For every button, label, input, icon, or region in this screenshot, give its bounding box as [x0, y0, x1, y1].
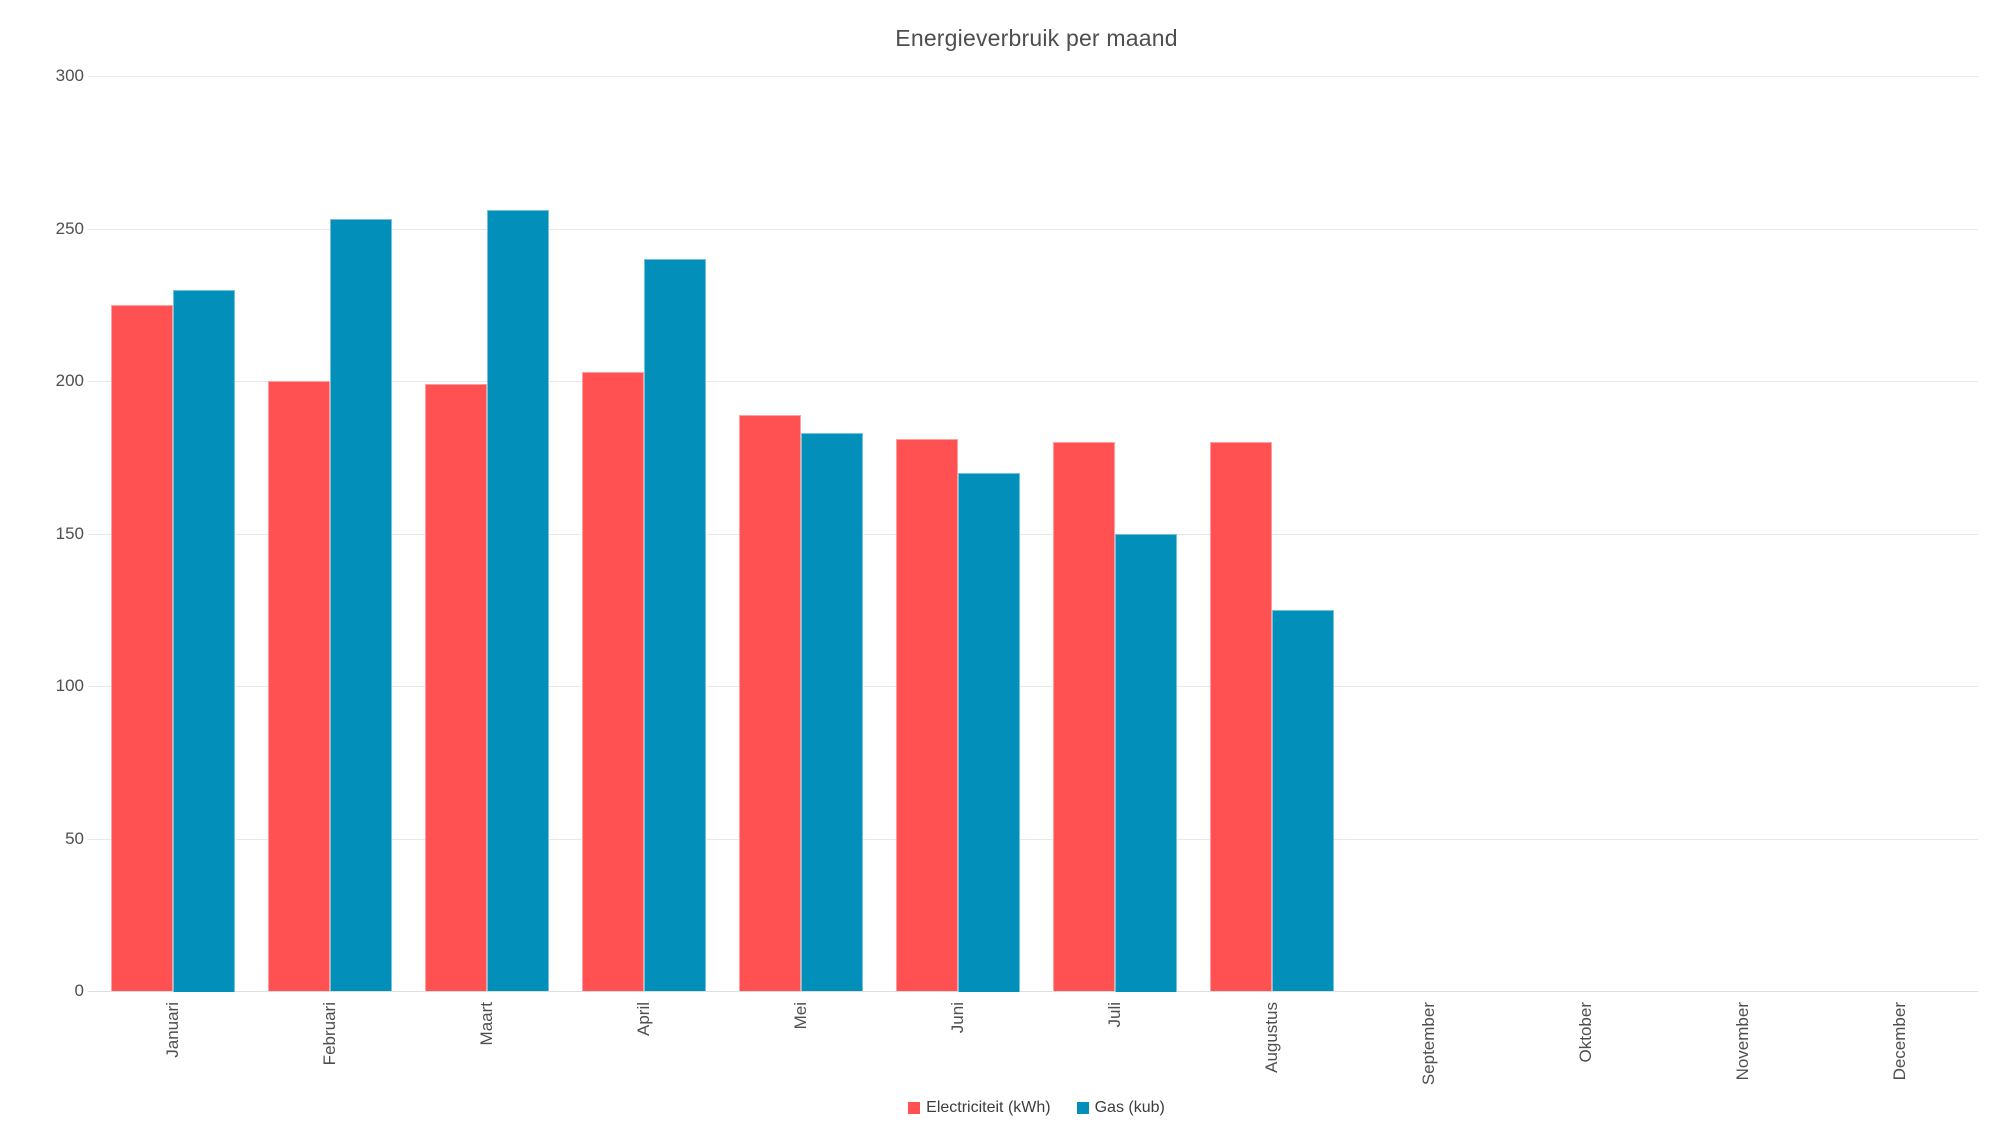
chart-title: Energieverbruik per maand [895, 25, 1178, 51]
x-axis-label-mei: Mei [791, 1002, 810, 1030]
legend-item-gas[interactable]: Gas (kub) [1076, 1099, 1165, 1117]
legend-swatch-icon [908, 1102, 921, 1114]
x-axis-label-december: December [1890, 1002, 1909, 1081]
x-axis-label-juni: Juni [948, 1002, 967, 1034]
legend-item-electriciteit[interactable]: Electriciteit (kWh) [908, 1099, 1051, 1117]
y-axis-tick-label: 150 [55, 524, 84, 543]
bar-electriciteit-augustus[interactable] [1210, 442, 1272, 991]
x-axis-label-oktober: Oktober [1576, 1002, 1595, 1063]
bar-gas-juli[interactable] [1115, 534, 1177, 992]
gridline-100 [88, 686, 1978, 687]
gridline-0 [88, 991, 1978, 992]
bar-gas-juni[interactable] [958, 473, 1020, 992]
bar-electriciteit-mei[interactable] [739, 415, 801, 991]
bar-gas-februari[interactable] [330, 219, 392, 991]
bar-electriciteit-juni[interactable] [896, 439, 958, 991]
bar-gas-mei[interactable] [801, 433, 863, 991]
bar-electriciteit-april[interactable] [582, 372, 644, 991]
x-axis-label-september: September [1419, 1002, 1438, 1086]
y-axis-tick-label: 50 [65, 829, 84, 848]
gridline-200 [88, 381, 1978, 382]
bar-electriciteit-maart[interactable] [425, 384, 487, 991]
gridline-300 [88, 76, 1978, 77]
x-axis-label-november: November [1733, 1002, 1752, 1081]
x-axis-label-april: April [634, 1002, 653, 1037]
legend-label: Gas (kub) [1094, 1099, 1165, 1116]
x-axis-label-augustus: Augustus [1262, 1002, 1281, 1073]
gridline-150 [88, 534, 1978, 535]
bar-gas-maart[interactable] [487, 210, 549, 991]
x-axis-label-februari: Februari [320, 1002, 339, 1066]
legend-label: Electriciteit (kWh) [926, 1099, 1051, 1116]
y-axis-tick-label: 100 [55, 676, 84, 695]
x-axis-label-januari: Januari [163, 1002, 182, 1058]
legend: Electriciteit (kWh) Gas (kub) [95, 1099, 1978, 1117]
bar-electriciteit-februari[interactable] [268, 381, 330, 991]
x-axis-label-maart: Maart [477, 1002, 496, 1046]
bar-gas-april[interactable] [644, 259, 706, 991]
y-axis-tick-label: 0 [74, 981, 84, 1000]
bar-gas-augustus[interactable] [1272, 610, 1334, 991]
legend-swatch-icon [1076, 1102, 1089, 1114]
bar-electriciteit-juli[interactable] [1053, 442, 1115, 991]
bar-electriciteit-januari[interactable] [111, 305, 173, 991]
gridline-50 [88, 839, 1978, 840]
y-axis-tick-label: 300 [55, 66, 84, 85]
gridline-250 [88, 229, 1978, 230]
bar-gas-januari[interactable] [173, 290, 235, 992]
x-axis-label-juli: Juli [1105, 1002, 1124, 1028]
y-axis-tick-label: 200 [55, 371, 84, 390]
y-axis-tick-label: 250 [55, 219, 84, 238]
